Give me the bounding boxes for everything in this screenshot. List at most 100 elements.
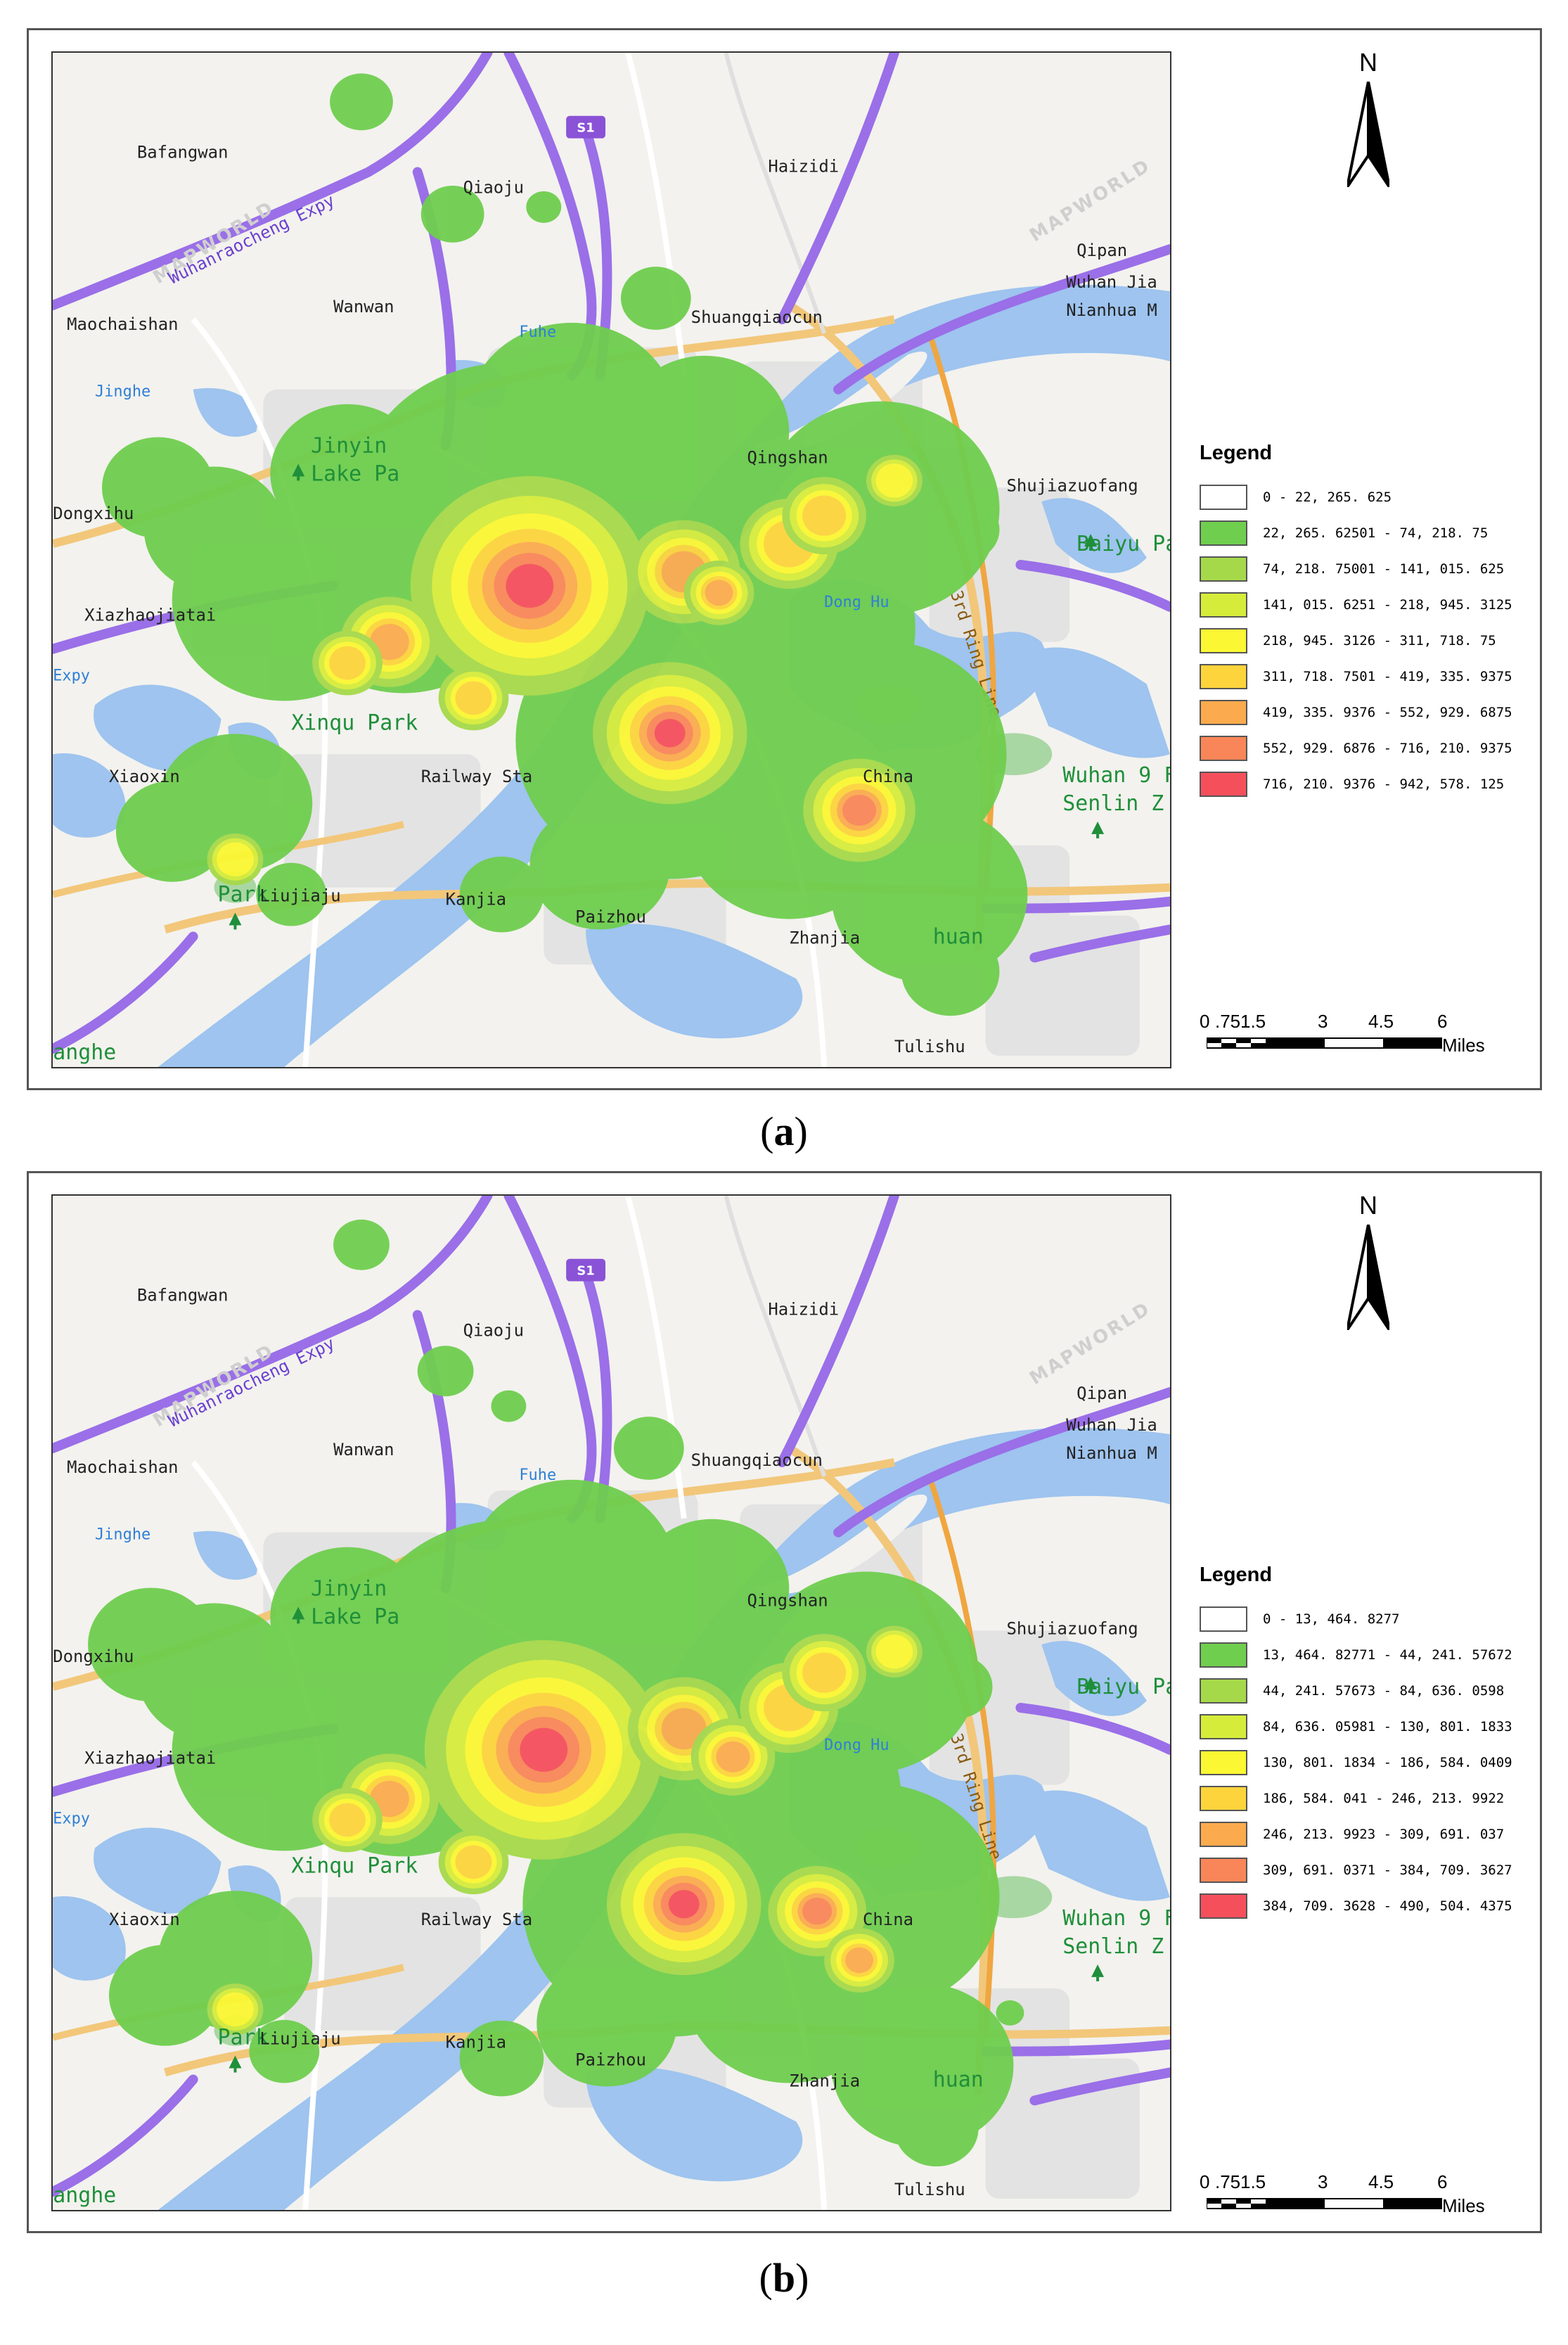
heat-base-lobe xyxy=(115,781,229,882)
place-label-qingshan: Qingshan xyxy=(747,1590,828,1610)
legend-row: 84, 636. 05981 - 130, 801. 1833 xyxy=(1200,1708,1512,1744)
place-label-maochaishan: Maochaishan xyxy=(67,314,178,334)
heat-base-lobe xyxy=(249,2019,320,2083)
tree-icon xyxy=(1084,1677,1098,1694)
place-label-wuhan_jia: Wuhan Jia xyxy=(1066,272,1157,292)
place-label-wuchang_station: Railway Sta xyxy=(421,767,532,786)
heat-base-lobe xyxy=(108,1945,221,2046)
lake xyxy=(94,1827,221,1914)
legend-row: 419, 335. 9376 - 552, 929. 6875 xyxy=(1200,694,1512,730)
scale-tick-label: .75 xyxy=(1215,1011,1241,1032)
legend-row: 22, 265. 62501 - 74, 218. 75 xyxy=(1200,515,1512,551)
legend-row: 384, 709. 3628 - 490, 504. 4375 xyxy=(1200,1888,1512,1924)
legend-label: 311, 718. 7501 - 419, 335. 9375 xyxy=(1263,668,1512,684)
expressway xyxy=(1015,1703,1170,1755)
legend-label: 0 - 13, 464. 8277 xyxy=(1263,1611,1400,1627)
legend-label: 22, 265. 62501 - 74, 218. 75 xyxy=(1263,525,1489,541)
heat-zone-4 xyxy=(661,1708,707,1750)
legend-row: 311, 718. 7501 - 419, 335. 9375 xyxy=(1200,658,1512,694)
heat-base-lobe xyxy=(466,322,677,513)
place-label-maichimen: Maichimen xyxy=(277,1065,368,1067)
legend-label: 141, 015. 6251 - 218, 945. 3125 xyxy=(1263,596,1512,613)
legend-row: 141, 015. 6251 - 218, 945. 3125 xyxy=(1200,587,1512,622)
heat-base-lobe xyxy=(491,1390,527,1422)
heat-base-lobe xyxy=(466,1479,677,1670)
place-label-tulishu: Tulishu xyxy=(894,1037,965,1056)
place-label-anghe: anghe xyxy=(53,1040,116,1065)
legend-swatch xyxy=(1200,520,1247,546)
legend-row: 552, 929. 6876 - 716, 210. 9375 xyxy=(1200,730,1512,766)
scale-tick-label: 3 xyxy=(1318,2171,1328,2192)
map-frame-b: S1 MAPWORLD MAPWORLD Wuhanraocheng Expy 3rd … xyxy=(51,1194,1171,2211)
place-label-shuangqiaocun: Shuangqiaocun xyxy=(691,1450,823,1470)
legend-swatch xyxy=(1200,1785,1247,1811)
s1-label: S1 xyxy=(577,1264,594,1279)
heat-zone-8 xyxy=(329,646,366,680)
legend-b: Legend 0 - 13, 464. 8277 13, 464. 82771 -… xyxy=(1200,1564,1512,1924)
heat-base-lobe xyxy=(526,191,562,223)
legend-row: 130, 801. 1834 - 186, 584. 0409 xyxy=(1200,1744,1512,1780)
heat-base-lobe xyxy=(620,267,691,330)
scale-units: Miles xyxy=(1442,2195,1485,2216)
heat-zone-0 xyxy=(520,1727,568,1772)
scale-tick-label: 1.5 xyxy=(1240,1011,1266,1032)
scale-tick-label: 1.5 xyxy=(1240,2171,1266,2192)
lake xyxy=(193,388,257,437)
heat-base-lobe xyxy=(620,355,790,508)
place-label-qiaoju: Qiaoju xyxy=(463,1320,524,1340)
place-label-wuhan9: Wuhan 9 Fe xyxy=(1062,763,1170,788)
expressway xyxy=(833,1387,1170,1538)
place-label-tangxun_park: Park xyxy=(218,2026,269,2050)
place-label-fuhe: Fuhe xyxy=(519,1467,556,1484)
expressway xyxy=(777,1196,899,1467)
scale-tick-label: 4.5 xyxy=(1368,2171,1394,2192)
legend-label: 13, 464. 82771 - 44, 241. 57672 xyxy=(1263,1647,1512,1663)
legend-label: 419, 335. 9376 - 552, 929. 6875 xyxy=(1263,704,1512,720)
lake xyxy=(53,753,126,838)
legend-title: Legend xyxy=(1200,442,1273,464)
place-label-xiaoxin: Xiaoxin xyxy=(109,767,180,786)
lake xyxy=(586,924,803,1039)
scale-tick-label: 6 xyxy=(1437,1011,1448,1032)
third-ring-road xyxy=(926,1475,997,2038)
caption-a: (a) xyxy=(760,1108,808,1154)
heat-zone-5 xyxy=(716,1741,750,1772)
legend-label: 716, 210. 9376 - 942, 578. 125 xyxy=(1263,776,1505,792)
expressway xyxy=(833,244,1170,395)
expressway xyxy=(53,931,198,1054)
heat-zone-7 xyxy=(802,1652,847,1693)
heat-base-lobe xyxy=(333,1219,390,1270)
heat-base-lobe xyxy=(102,437,214,539)
place-label-xiaoxin: Xiaoxin xyxy=(109,1910,180,1929)
north-arrow: N xyxy=(1337,48,1400,196)
heat-base-lobe xyxy=(88,1587,214,1702)
heat-base-lobe xyxy=(996,2000,1024,2026)
scale-tick-label: .75 xyxy=(1215,2171,1241,2192)
road xyxy=(625,53,687,376)
place-label-huan: huan xyxy=(933,2067,984,2092)
legend-swatch xyxy=(1200,663,1247,689)
heat-base-lobe xyxy=(420,185,484,243)
legend-label: 384, 709. 3628 - 490, 504. 4375 xyxy=(1263,1898,1512,1914)
map-frame-a: S1 MAPWORLD MAPWORLD Wuhanraocheng Expy 3rd … xyxy=(51,51,1171,1068)
heat-base-lobe xyxy=(529,803,670,930)
north-arrow-icon xyxy=(1347,1225,1389,1330)
scale-bar-graphic xyxy=(1207,1037,1442,1049)
legend-swatch xyxy=(1200,1749,1247,1775)
place-label-tangxun_park: Park xyxy=(218,883,269,907)
tree-icon xyxy=(1084,534,1098,551)
place-label-lake_pa: Lake Pa xyxy=(311,461,399,486)
heat-base-lobe xyxy=(901,927,1000,1016)
heat-base-lobe xyxy=(613,1417,684,1480)
heat-zone-11 xyxy=(455,1845,492,1879)
map-panel-a: S1 MAPWORLD MAPWORLD Wuhanraocheng Expy 3rd … xyxy=(27,28,1542,1090)
urban-block xyxy=(284,1897,481,2031)
place-label-nianhua: Nianhua M xyxy=(1066,300,1157,320)
legend-row: 246, 213. 9923 - 309, 691. 037 xyxy=(1200,1816,1512,1852)
s1-shield-icon: S1 xyxy=(566,1258,606,1282)
place-label-senlin: Senlin Z xyxy=(1062,791,1164,816)
place-label-paizhou: Paizhou xyxy=(575,2050,646,2070)
place-label-liujiaju: Liujiaju xyxy=(259,2029,340,2049)
north-label: N xyxy=(1359,1191,1377,1220)
s1-label: S1 xyxy=(577,121,594,136)
